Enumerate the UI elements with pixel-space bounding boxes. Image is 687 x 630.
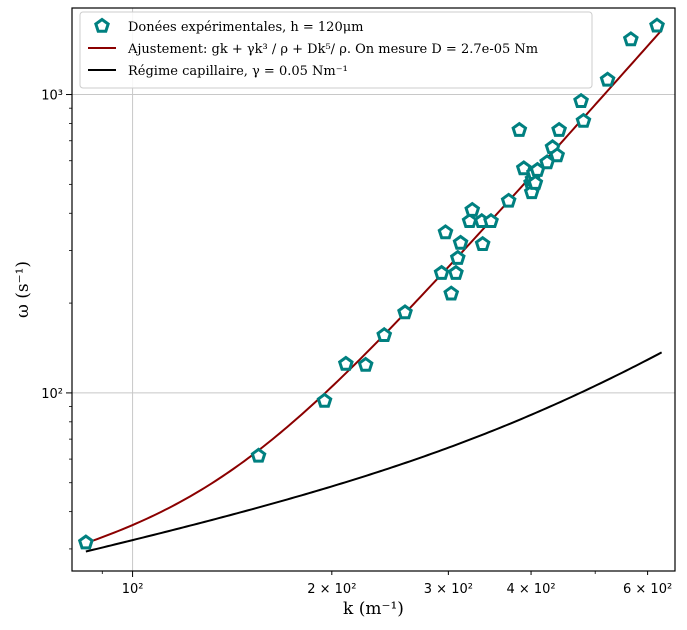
axis-ticks (66, 94, 649, 577)
data-point (437, 224, 454, 240)
x-axis-label: k (m⁻¹) (343, 599, 404, 619)
x-tick-label: 4 × 10² (506, 582, 555, 597)
data-point (573, 92, 590, 108)
x-tick-label: 10² (122, 582, 144, 597)
data-point (599, 71, 616, 87)
x-tick-label: 2 × 10² (307, 582, 356, 597)
x-tick-label: 6 × 10² (623, 582, 672, 597)
axis-tick-labels: 10² 2 × 10² 3 × 10² 4 × 10² 6 × 10² 10² 10³ (41, 89, 672, 597)
y-axis-label: ω (s⁻¹) (13, 261, 33, 318)
data-point (316, 392, 333, 408)
data-point (337, 355, 354, 371)
grid-lines (72, 8, 675, 571)
data-point (452, 234, 469, 250)
data-point (464, 201, 481, 217)
legend-label: Donées expérimentales, h = 120μm (128, 20, 364, 35)
data-point (447, 264, 464, 280)
data-point (500, 192, 517, 208)
legend: Donées expérimentales, h = 120μm Ajusteme… (79, 11, 593, 89)
series-layer (77, 17, 665, 553)
data-point (549, 147, 566, 163)
x-tick-label: 3 × 10² (424, 582, 473, 597)
data-point (397, 304, 413, 320)
data-point (250, 447, 267, 463)
data-point (77, 534, 94, 550)
data-point (527, 174, 544, 190)
legend-label: Régime capillaire, γ = 0.05 Nm⁻¹ (128, 64, 348, 79)
data-point (443, 285, 460, 301)
series-line-fit (85, 29, 663, 545)
data-point (649, 17, 665, 33)
legend-label: Ajustement: gk + γk³ / ρ + Dk⁵/ ρ. On me… (127, 42, 538, 57)
data-point (474, 235, 491, 251)
data-point (622, 31, 639, 47)
legend-box (79, 11, 593, 89)
data-point (551, 121, 568, 137)
series-line-capillary (85, 351, 663, 553)
data-point (376, 326, 393, 343)
data-point (483, 212, 499, 229)
data-point (511, 121, 528, 137)
data-point (449, 249, 466, 265)
data-point (433, 264, 450, 280)
data-point (357, 356, 374, 372)
y-tick-label: 10² (41, 387, 63, 402)
legend-marker-points (94, 17, 110, 33)
y-tick-label: 10³ (41, 89, 63, 104)
plot-frame (71, 7, 676, 572)
data-point (575, 112, 592, 128)
